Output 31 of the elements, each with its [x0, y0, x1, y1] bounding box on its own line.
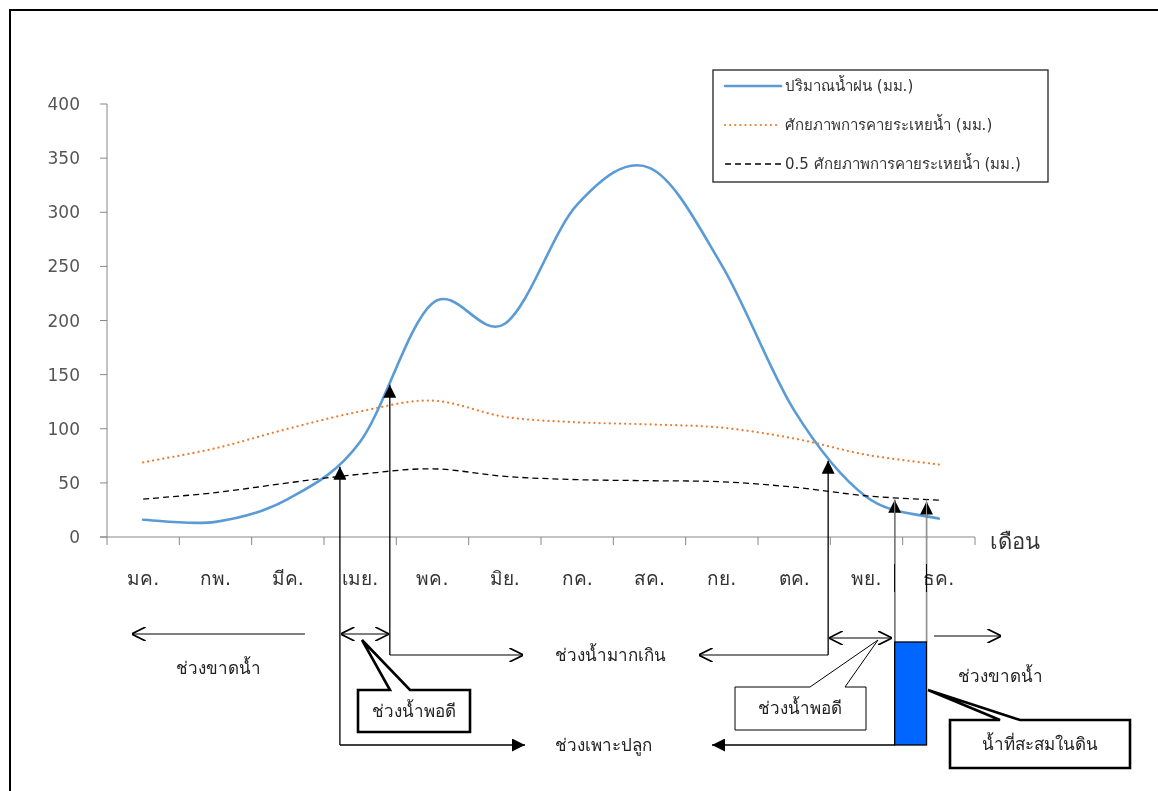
- text: ช่วงน้ำพอดี: [372, 699, 456, 721]
- y-tick-label: 400: [47, 94, 80, 114]
- text: ช่วงขาดน้ำ: [175, 656, 261, 678]
- legend-label: ปริมาณน้ำฝน (มม.): [785, 75, 914, 95]
- text: น้ำที่สะสมในดิน: [982, 732, 1098, 754]
- text: ช่วงน้ำมากเกิน: [554, 643, 666, 665]
- legend-label: 0.5 ศักยภาพการคายระเหยน้ำ (มม.): [785, 153, 1021, 173]
- x-tick-label: กพ.: [199, 567, 232, 589]
- y-tick-label: 300: [47, 202, 80, 223]
- x-axis-title: เดือน: [990, 528, 1040, 554]
- text: ช่วงเพาะปลูก: [554, 735, 652, 756]
- y-tick-label: 350: [47, 148, 80, 169]
- x-tick-label: สค.: [633, 567, 666, 589]
- y-tick-label: 50: [58, 472, 80, 493]
- x-tick-label: ตค.: [778, 567, 810, 589]
- x-tick-label: เมย.: [342, 567, 379, 589]
- x-tick-label: พค.: [416, 567, 449, 589]
- x-tick-label: มค.: [127, 567, 160, 589]
- y-tick-label: 0: [69, 527, 80, 547]
- y-tick-label: 100: [47, 418, 80, 439]
- x-tick-label: กย.: [707, 567, 737, 589]
- text: ช่วงขาดน้ำ: [957, 664, 1043, 686]
- y-tick-label: 250: [47, 256, 80, 277]
- y-tick-label: 150: [47, 364, 80, 385]
- text: ช่วงน้ำพอดี: [758, 696, 842, 718]
- x-tick-label: มีค.: [271, 567, 304, 589]
- x-tick-label: กค.: [561, 567, 593, 589]
- x-tick-label: พย.: [851, 567, 882, 589]
- y-tick-label: 200: [47, 310, 80, 331]
- x-tick-label: มิย.: [489, 567, 520, 589]
- legend-label: ศักยภาพการคายระเหยน้ำ (มม.): [785, 114, 993, 134]
